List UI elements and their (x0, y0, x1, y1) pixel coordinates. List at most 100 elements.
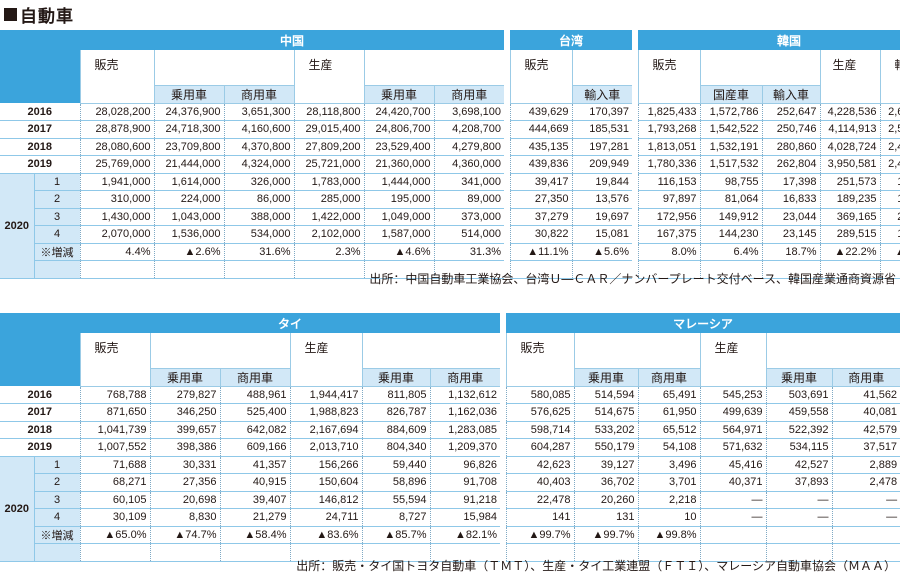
table-cell: 804,340 (361, 438, 430, 457)
table-cell: 18.7% (761, 243, 821, 261)
table-cell: 37,279 (509, 208, 573, 226)
table-cell: 197,281 (571, 138, 633, 156)
table-row: 3 1,430,000 1,043,000 388,000 1,422,000 1,049… (0, 208, 900, 226)
year-label: 2019 (0, 155, 80, 174)
table-cell: 24,718,300 (153, 120, 224, 139)
table-cell: 58,896 (361, 473, 430, 492)
table-cell: 224,000 (153, 190, 224, 209)
table-cell: 24,376,900 (153, 103, 224, 121)
table-cell: 4,208,700 (433, 120, 505, 139)
table-cell: 289,515 (819, 225, 881, 244)
table-cell: 30,331 (149, 456, 220, 474)
table-cell: 369,165 (819, 208, 881, 226)
table-cell: 96,826 (429, 456, 501, 474)
table-cell: 499,639 (699, 403, 767, 422)
china-sales-commercial-header: 商用車 (223, 85, 294, 104)
malaysia-sales-passenger-header: 乗用車 (573, 368, 639, 387)
table-row: 2020 1 71,688 30,331 41,357 156,266 59,440 96,8… (0, 456, 900, 562)
table-cell: ▲82.1% (429, 526, 501, 544)
table-cell: 2,218 (637, 491, 701, 509)
china-production-header: 生産 (293, 50, 364, 104)
table-cell: 1,162,036 (429, 403, 501, 422)
table-cell: 3,651,300 (223, 103, 294, 121)
table-cell: 210,900 (879, 208, 900, 226)
table-cell: 42,579 (831, 421, 900, 439)
table-cell: 1,614,000 (153, 173, 224, 191)
table-cell (831, 526, 900, 544)
table-cell: 346,250 (149, 403, 220, 422)
table-cell: 42,623 (505, 456, 575, 474)
table-cell: 13,576 (571, 190, 633, 209)
table-cell: 39,407 (219, 491, 290, 509)
table-cell: 144,230 (699, 225, 763, 244)
table-cell: 19,844 (571, 173, 633, 191)
table-cell: 170,397 (571, 103, 633, 121)
table-cell: 398,386 (149, 438, 220, 457)
table-cell: 1,132,612 (429, 386, 501, 404)
table-cell: 1,532,191 (699, 138, 763, 156)
table-cell: 1,444,000 (363, 173, 434, 191)
table-cell: 2,623,453 (879, 103, 900, 121)
year-label: 2018 (0, 138, 80, 156)
table-cell: 21,279 (219, 508, 290, 527)
table-cell: ▲22.2% (819, 243, 881, 261)
table-cell: 598,714 (505, 421, 575, 439)
table-cell: 16,833 (761, 190, 821, 209)
china-header: 中国 (80, 30, 505, 50)
table-cell: 19,697 (571, 208, 633, 226)
table-cell: 37,517 (831, 438, 900, 457)
lower-auto-table: タイ マレーシア 販売 生産 販売 生産 乗用車 商用車 乗用車 商用車 乗用車… (0, 313, 900, 562)
table-cell: ▲99.7% (505, 526, 575, 544)
table-cell: 116,153 (637, 173, 701, 191)
table-cell: 571,632 (699, 438, 767, 457)
table-cell: 25,721,000 (293, 155, 364, 174)
table-cell: ▲85.7% (361, 526, 430, 544)
table-cell: 156,266 (289, 456, 362, 474)
table-cell (765, 526, 833, 544)
table-cell: 150,974 (879, 173, 900, 191)
thailand-sales-passenger-header: 乗用車 (149, 368, 220, 387)
year-2020-label: 2020 (0, 456, 34, 562)
table-cell: 27,809,200 (293, 138, 364, 156)
year-label: 2017 (0, 403, 80, 422)
table-cell: 123,022 (879, 190, 900, 209)
table-cell: 341,000 (433, 173, 505, 191)
quarter-label: 3 (33, 491, 80, 509)
korea-header: 韓国 (638, 30, 900, 50)
table-cell: 167,375 (637, 225, 701, 244)
table-row: 3 60,105 20,698 39,407 146,812 55,594 91,218 22… (0, 491, 900, 509)
table-cell: 60,105 (79, 491, 150, 509)
table-cell: 1,422,000 (293, 208, 364, 226)
table-cell: 45,416 (699, 456, 767, 474)
table-cell: 27,356 (149, 473, 220, 492)
table-cell: 65,512 (637, 421, 701, 439)
table-cell: 24,806,700 (363, 120, 434, 139)
table-cell: 1,813,051 (637, 138, 701, 156)
change-label: ※増減 (33, 526, 80, 544)
table-cell: 2,402,129 (879, 155, 900, 174)
table-cell: 42,527 (765, 456, 833, 474)
table-cell: 141 (505, 508, 575, 527)
table-cell: 1,941,000 (79, 173, 154, 191)
quarter-label: 4 (33, 508, 80, 527)
table-cell: 8.0% (637, 243, 701, 261)
table-cell: 39,127 (573, 456, 639, 474)
table-cell: 4,370,800 (223, 138, 294, 156)
table-cell: 439,836 (509, 155, 573, 174)
table-cell: 23,529,400 (363, 138, 434, 156)
table-cell: 251,573 (819, 173, 881, 191)
table-cell: 41,357 (219, 456, 290, 474)
table-cell: ― (699, 491, 767, 509)
table-cell: 2,448,641 (879, 138, 900, 156)
table-cell: 1,209,370 (429, 438, 501, 457)
table-cell: 609,166 (219, 438, 290, 457)
table-cell: 545,253 (699, 386, 767, 404)
table-row: 2017 28,878,900 24,718,300 4,160,600 29,015,… (0, 120, 900, 139)
table-cell: 24,711 (289, 508, 362, 527)
malaysia-production-header: 生産 (699, 333, 767, 387)
table-cell: ― (765, 491, 833, 509)
table-cell: 27,350 (509, 190, 573, 209)
table-cell: 459,558 (765, 403, 833, 422)
table-cell: 884,609 (361, 421, 430, 439)
table-cell: 59,440 (361, 456, 430, 474)
